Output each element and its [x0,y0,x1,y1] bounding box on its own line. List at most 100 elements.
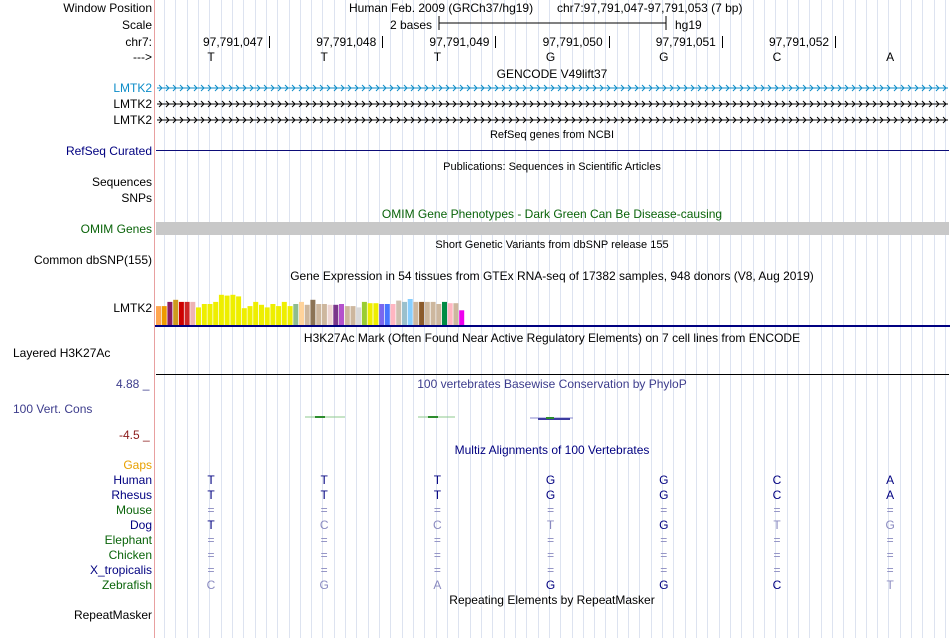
refseq-track-title[interactable]: RefSeq genes from NCBI [489,129,615,141]
gtex-tissue-bar[interactable] [402,301,407,325]
gtex-tissue-bar[interactable] [224,295,230,325]
repeatmasker-track-title[interactable]: Repeating Elements by RepeatMasker [449,593,655,607]
gtex-tissue-bar[interactable] [178,301,184,325]
gtex-tissue-bar[interactable] [184,301,190,325]
dbsnp-track-title[interactable]: Short Genetic Variants from dbSNP releas… [435,239,669,251]
multiz-species-label[interactable]: Elephant [104,533,152,547]
gtex-tissue-bar[interactable] [230,294,236,325]
omim-label[interactable]: OMIM Genes [80,222,152,236]
multiz-species-label[interactable]: Zebrafish [101,578,152,592]
gtex-tissue-bar[interactable] [350,306,356,325]
gtex-tissue-bar[interactable] [241,308,247,325]
gtex-tissue-bar[interactable] [367,303,373,325]
gtex-tissue-bar[interactable] [276,306,282,325]
gtex-tissue-bar[interactable] [459,310,465,325]
gencode-gene-label[interactable]: LMTK2 [113,97,152,111]
multiz-base: = [207,548,215,562]
multiz-species-label[interactable]: Dog [129,518,152,532]
gtex-tissue-bar[interactable] [236,296,242,325]
gtex-tissue-bar[interactable] [424,301,430,325]
multiz-species-label[interactable]: Human [113,473,152,487]
gtex-tissue-bar[interactable] [447,303,453,325]
phylop-track-title[interactable]: 100 vertebrates Basewise Conservation by… [417,377,687,391]
h3k27ac-track-title[interactable]: H3K27Ac Mark (Often Found Near Active Re… [303,331,801,345]
phylop-label[interactable]: 100 Vert. Cons [13,402,93,416]
gtex-tissue-bar[interactable] [190,301,196,325]
gtex-tissue-bar[interactable] [321,304,327,325]
gtex-tissue-bar[interactable] [207,304,213,325]
gtex-tissue-bar[interactable] [333,304,339,325]
gtex-bar-chart[interactable] [155,282,950,330]
gtex-tissue-bar[interactable] [384,304,390,325]
gtex-tissue-bar[interactable] [270,304,276,325]
multiz-track-title[interactable]: Multiz Alignments of 100 Vertebrates [454,443,650,457]
refseq-label[interactable]: RefSeq Curated [65,144,152,158]
gencode-transcript[interactable] [155,99,950,109]
gtex-tissue-bar[interactable] [173,299,179,325]
gtex-tissue-bar[interactable] [293,304,299,325]
gtex-label[interactable]: LMTK2 [113,301,152,315]
multiz-base: G [885,518,895,532]
gtex-tissue-bar[interactable] [396,300,402,325]
gtex-tissue-bar[interactable] [156,306,161,325]
multiz-species-label[interactable]: Chicken [108,548,152,562]
gtex-tissue-bar[interactable] [264,307,270,325]
grid-line [866,0,867,638]
strand-label: ---> [133,50,152,64]
omim-track-title[interactable]: OMIM Gene Phenotypes - Dark Green Can Be… [381,207,723,221]
refseq-gene-line[interactable] [156,150,949,151]
publications-track-title[interactable]: Publications: Sequences in Scientific Ar… [443,161,661,173]
gencode-track-title[interactable]: GENCODE V49lift37 [496,67,608,81]
gtex-tissue-bar[interactable] [344,306,350,325]
publications-sequences-label[interactable]: Sequences [91,175,152,189]
gtex-tissue-bar[interactable] [161,306,167,325]
chrom-label: chr7: [125,35,152,49]
gtex-tissue-bar[interactable] [287,306,293,325]
multiz-base: = [660,548,668,562]
gtex-tissue-bar[interactable] [247,306,253,325]
repeatmasker-label[interactable]: RepeatMasker [73,608,152,622]
gtex-tissue-bar[interactable] [310,299,316,325]
gencode-gene-label[interactable]: LMTK2 [113,113,152,127]
gtex-tissue-bar[interactable] [436,304,442,325]
h3k27ac-label[interactable]: Layered H3K27Ac [13,346,111,360]
multiz-species-label[interactable]: Mouse [115,503,152,517]
gtex-tissue-bar[interactable] [430,301,436,325]
gtex-tissue-bar[interactable] [316,304,322,325]
gtex-tissue-bar[interactable] [442,301,447,325]
gtex-tissue-bar[interactable] [419,301,425,325]
scale-bar [438,16,667,30]
gtex-tissue-bar[interactable] [339,304,344,325]
phylop-signal[interactable] [300,412,590,424]
window-position-value[interactable]: chr7:97,791,047-97,791,053 (7 bp) [557,1,743,15]
gtex-tissue-bar[interactable] [407,299,413,325]
gtex-tissue-bar[interactable] [299,301,304,325]
gtex-tissue-bar[interactable] [390,304,396,325]
gtex-tissue-bar[interactable] [281,301,287,325]
gencode-gene-label[interactable]: LMTK2 [113,81,152,95]
gtex-tissue-bar[interactable] [304,304,310,325]
gencode-transcript[interactable] [155,83,950,93]
dbsnp-label[interactable]: Common dbSNP(155) [33,253,152,267]
gencode-transcript[interactable] [155,115,950,125]
gtex-tissue-bar[interactable] [201,304,207,325]
gtex-tissue-bar[interactable] [373,303,379,325]
gtex-tissue-bar[interactable] [413,301,419,325]
gtex-track-title[interactable]: Gene Expression in 54 tissues from GTEx … [290,269,814,283]
multiz-species-label[interactable]: X_tropicalis [89,563,152,577]
gtex-tissue-bar[interactable] [259,304,264,325]
gtex-tissue-bar[interactable] [253,301,259,325]
omim-feature[interactable] [156,222,949,235]
gtex-tissue-bar[interactable] [453,303,459,325]
gtex-tissue-bar[interactable] [213,301,219,325]
multiz-species-label[interactable]: Rhesus [111,488,152,502]
gtex-tissue-bar[interactable] [379,304,385,325]
gtex-tissue-bar[interactable] [167,301,173,325]
multiz-base: = [207,533,215,547]
gtex-tissue-bar[interactable] [196,307,201,325]
gtex-tissue-bar[interactable] [327,304,333,325]
gtex-tissue-bar[interactable] [218,294,224,325]
publications-snps-label[interactable]: SNPs [121,191,152,205]
gtex-tissue-bar[interactable] [356,307,362,325]
gtex-tissue-bar[interactable] [361,301,367,325]
